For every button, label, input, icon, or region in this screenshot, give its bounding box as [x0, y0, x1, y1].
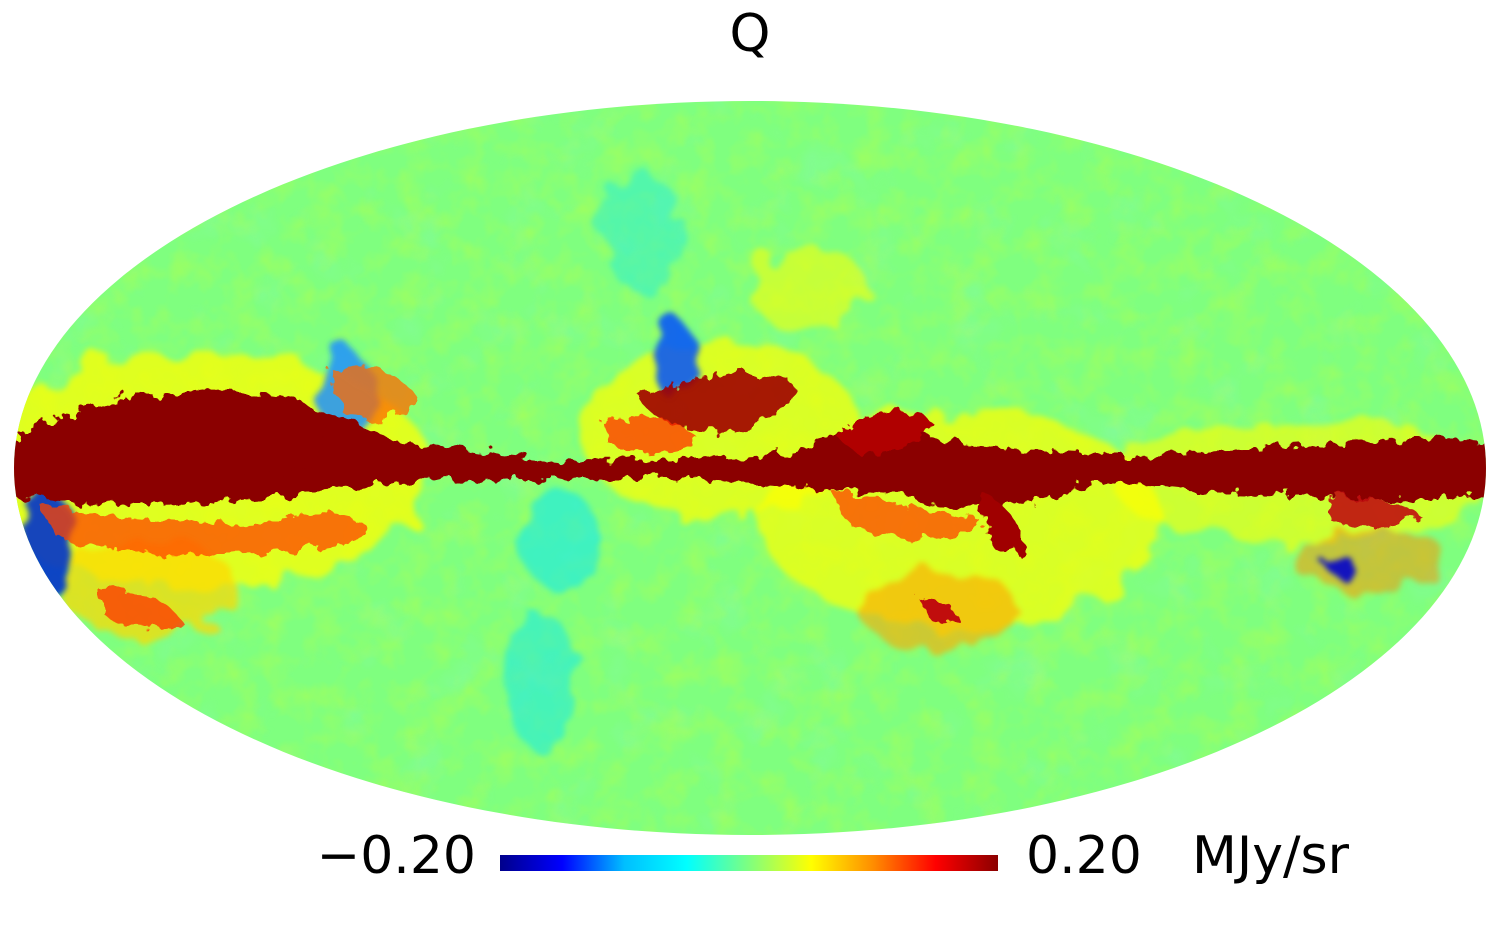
galactic-plane	[14, 372, 1486, 624]
colorbar-gradient	[500, 855, 998, 871]
colorbar-unit-label: MJy/sr	[1192, 826, 1349, 886]
colorbar-min-label: −0.20	[316, 826, 476, 886]
map-title: Q	[729, 4, 771, 64]
colorbar-max-label: 0.20	[1026, 826, 1142, 886]
colorbar	[500, 855, 998, 871]
plane-fringe	[40, 366, 980, 630]
